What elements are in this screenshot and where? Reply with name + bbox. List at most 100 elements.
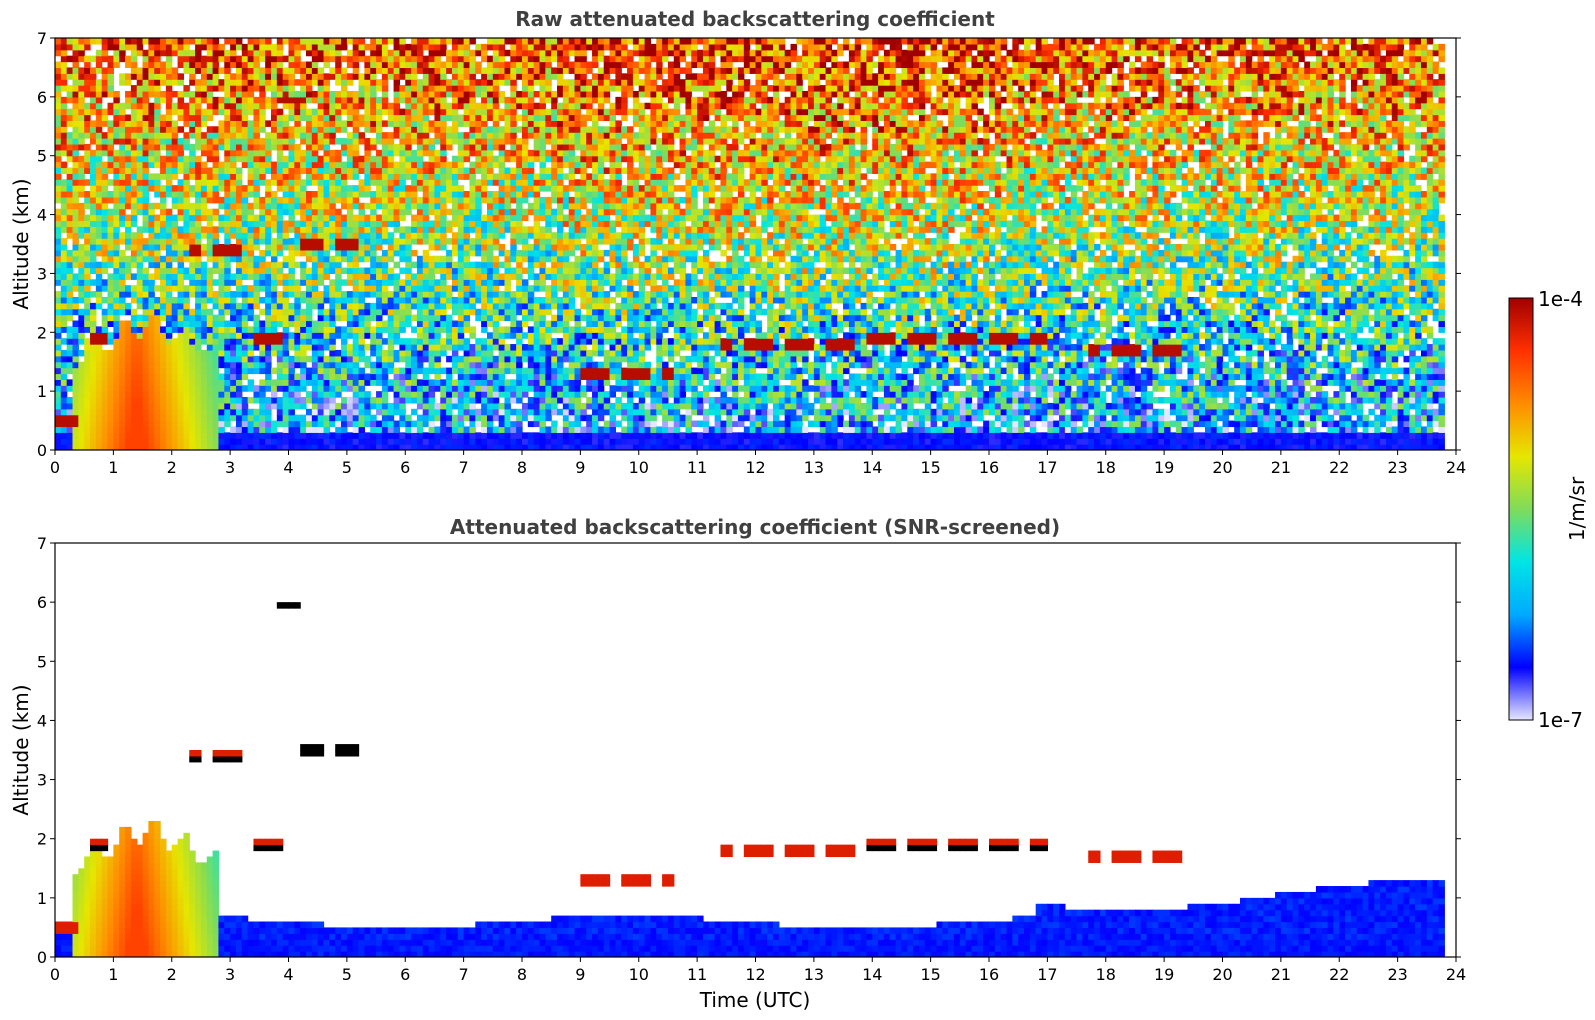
heat-cell bbox=[265, 67, 272, 74]
heat-cell bbox=[154, 373, 161, 380]
heat-cell bbox=[393, 314, 401, 322]
heat-cell bbox=[235, 349, 243, 357]
heat-cell bbox=[125, 267, 132, 275]
heat-cell bbox=[55, 167, 62, 174]
heat-cell bbox=[381, 397, 389, 404]
heat-cell bbox=[212, 432, 220, 439]
heat-cell bbox=[457, 155, 465, 163]
heat-cell bbox=[364, 326, 371, 333]
heat-cell bbox=[55, 49, 62, 57]
heat-cell bbox=[381, 220, 389, 227]
heat-cell bbox=[387, 138, 395, 145]
heat-cell bbox=[72, 102, 79, 110]
heat-cell bbox=[247, 55, 255, 63]
heat-cell bbox=[376, 232, 383, 239]
heat-cell bbox=[136, 367, 144, 375]
heat-cell bbox=[282, 226, 290, 233]
heat-cell bbox=[200, 314, 208, 322]
heat-cell bbox=[113, 332, 120, 339]
heat-cell bbox=[195, 332, 202, 339]
heat-cell bbox=[113, 191, 120, 198]
heat-cell bbox=[317, 220, 325, 227]
heat-cell bbox=[119, 114, 126, 121]
heat-cell bbox=[241, 414, 249, 422]
heat-cell bbox=[72, 226, 79, 233]
heat-cell bbox=[475, 249, 482, 257]
heat-cell bbox=[218, 320, 225, 327]
heat-cell bbox=[113, 314, 120, 322]
heat-cell bbox=[218, 355, 225, 363]
heat-cell bbox=[323, 397, 330, 404]
heat-cell bbox=[393, 85, 401, 92]
heat-cell bbox=[294, 55, 301, 63]
heat-cell bbox=[55, 61, 62, 69]
heat-cell bbox=[136, 426, 144, 433]
heat-cell bbox=[247, 185, 255, 192]
heat-cell bbox=[323, 273, 330, 280]
heat-cell bbox=[504, 402, 511, 410]
heat-cell bbox=[125, 143, 132, 151]
heat-cell bbox=[457, 202, 465, 210]
heat-cell bbox=[60, 208, 68, 216]
heat-cell bbox=[235, 249, 243, 257]
heat-cell bbox=[183, 397, 190, 404]
heat-cell bbox=[451, 238, 459, 245]
heat-cell bbox=[329, 408, 336, 416]
heat-cell bbox=[288, 267, 295, 275]
heat-cell bbox=[481, 373, 488, 380]
heat-cell bbox=[60, 314, 68, 322]
heat-cell bbox=[463, 49, 471, 57]
heat-cell bbox=[154, 296, 161, 304]
heat-cell bbox=[259, 43, 266, 51]
heat-cell bbox=[224, 120, 231, 127]
heat-cell bbox=[270, 90, 278, 98]
heat-cell bbox=[230, 320, 237, 327]
heat-cell bbox=[469, 397, 476, 404]
heat-cell bbox=[306, 49, 313, 57]
heat-cell bbox=[387, 408, 395, 416]
heat-cell bbox=[341, 191, 348, 198]
heat-cell bbox=[84, 202, 91, 210]
heat-cell bbox=[101, 296, 109, 304]
heat-cell bbox=[183, 249, 190, 257]
heat-cell bbox=[247, 361, 255, 369]
heat-cell bbox=[136, 149, 144, 157]
heat-cell bbox=[486, 249, 494, 257]
heat-cell bbox=[376, 373, 383, 380]
heat-cell bbox=[142, 226, 149, 233]
heat-cell bbox=[416, 444, 424, 450]
heat-cell bbox=[463, 238, 471, 245]
heat-cell bbox=[119, 267, 126, 275]
heat-cell bbox=[171, 338, 179, 345]
heat-cell bbox=[235, 96, 243, 104]
heat-cell bbox=[352, 408, 360, 416]
heat-cell bbox=[206, 132, 214, 139]
heat-cell bbox=[492, 143, 500, 151]
heat-cell bbox=[125, 185, 132, 192]
heat-cell bbox=[294, 349, 301, 357]
heat-cell bbox=[195, 373, 202, 380]
heat-cell bbox=[55, 191, 62, 198]
heat-cell bbox=[200, 249, 208, 257]
heat-cell bbox=[504, 96, 511, 104]
heat-cell bbox=[481, 73, 488, 80]
heat-cell bbox=[200, 179, 208, 186]
heat-cell bbox=[294, 220, 301, 227]
heat-cell bbox=[142, 279, 149, 286]
heat-cell bbox=[55, 420, 62, 428]
heat-cell bbox=[230, 38, 237, 45]
heat-cell bbox=[317, 344, 325, 351]
heat-cell bbox=[422, 232, 430, 239]
heat-cell bbox=[165, 332, 173, 339]
heat-cell bbox=[457, 296, 465, 304]
heat-cell bbox=[195, 238, 202, 245]
heat-cell bbox=[212, 226, 220, 233]
heat-cell bbox=[446, 444, 453, 450]
heat-cell bbox=[387, 314, 395, 322]
heat-cell bbox=[130, 214, 138, 222]
heat-cell bbox=[498, 355, 506, 363]
heat-cell bbox=[78, 249, 85, 257]
heat-cell bbox=[177, 344, 185, 351]
heat-cell bbox=[329, 255, 336, 263]
heat-cell bbox=[235, 114, 243, 121]
